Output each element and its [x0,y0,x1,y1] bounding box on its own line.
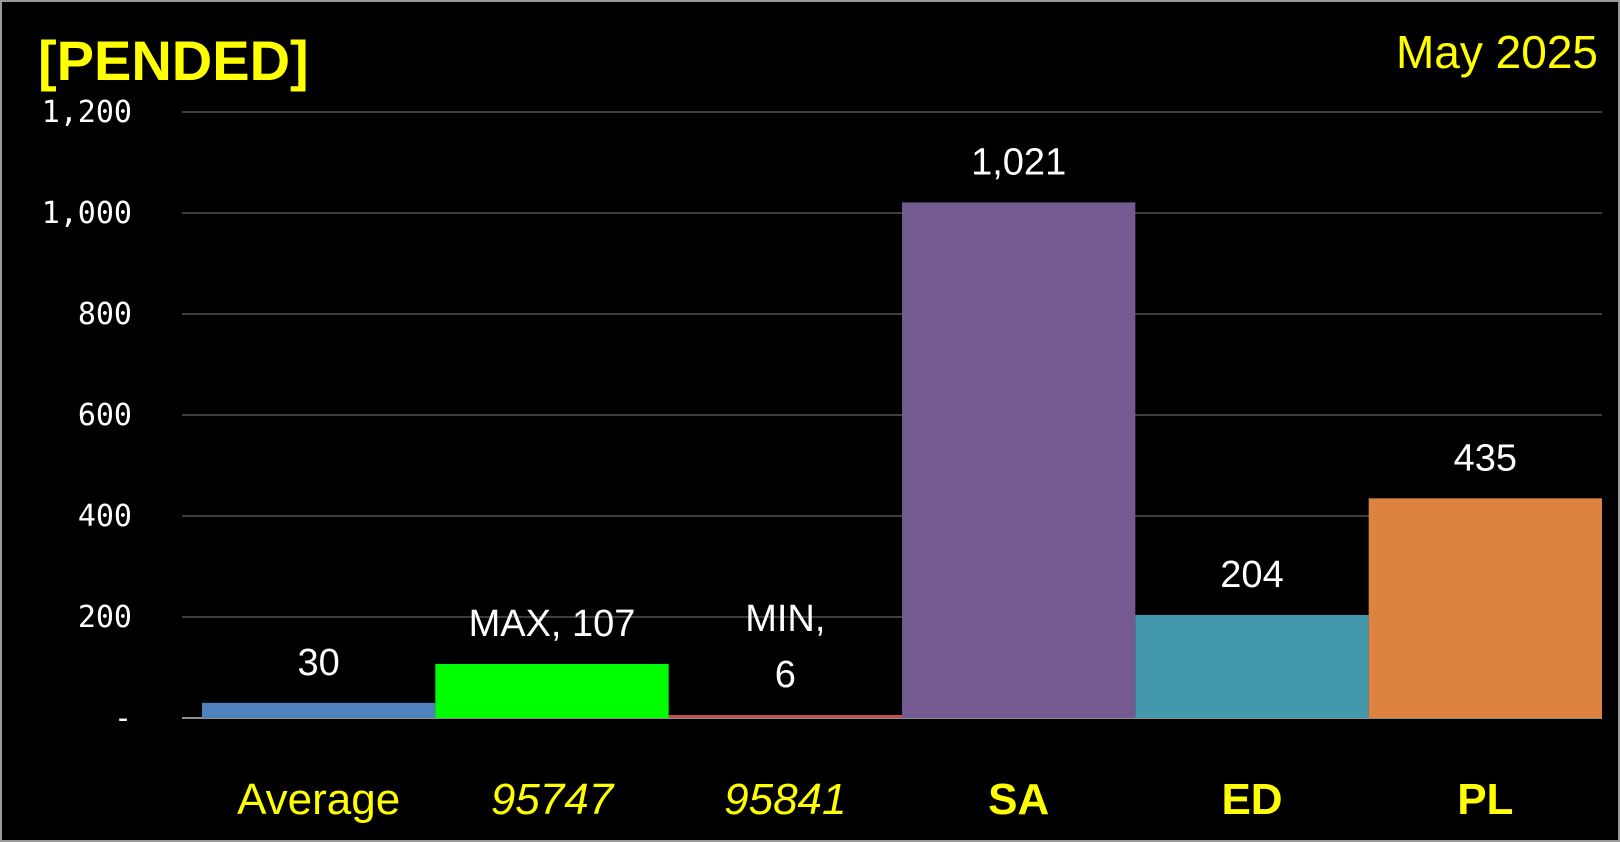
y-tick-label: 1,200 [42,95,132,130]
y-tick-label: 800 [78,297,132,332]
data-labels: 30 MAX, 107 MIN, 6 1,021 204 435 [298,141,1518,696]
chart-subtitle: May 2025 [1396,26,1598,78]
data-label-line: MAX, 107 [469,603,636,645]
y-tick-label: 400 [78,499,132,534]
bars [202,202,1602,718]
data-label-line: 6 [775,654,796,696]
x-tick-label: PL [1457,775,1513,824]
data-label-line: 204 [1220,554,1283,596]
y-tick-label: - [114,701,132,736]
x-tick-label: SA [988,775,1049,824]
bar-95747 [435,663,669,718]
x-tick-label: Average [237,775,400,824]
y-tick-label: 200 [78,600,132,635]
data-label-line: 435 [1454,437,1517,479]
y-axis: - 200 400 600 800 1,000 1,200 [42,95,132,736]
y-tick-label: 600 [78,398,132,433]
data-label-line: 30 [298,642,340,684]
data-label: MAX, 107 [469,603,636,645]
bar-sa [902,202,1136,718]
data-label: 1,021 [971,141,1066,183]
x-tick-label: 95747 [491,775,615,824]
bar-average [202,702,436,718]
data-label-line: MIN, [745,598,825,640]
data-label: 204 [1220,554,1283,596]
bar-95841 [668,714,902,718]
data-label: MIN, 6 [745,598,825,696]
chart-title: [PENDED] [38,29,309,92]
data-label-line: 1,021 [971,141,1066,183]
x-tick-label: 95841 [724,775,846,824]
data-label: 435 [1454,437,1517,479]
y-tick-label: 1,000 [42,196,132,231]
bar-pl [1368,498,1602,718]
bar-ed [1135,614,1369,718]
x-axis: Average 95747 95841 SA ED PL [237,775,1513,824]
x-tick-label: ED [1221,775,1282,824]
data-label: 30 [298,642,340,684]
